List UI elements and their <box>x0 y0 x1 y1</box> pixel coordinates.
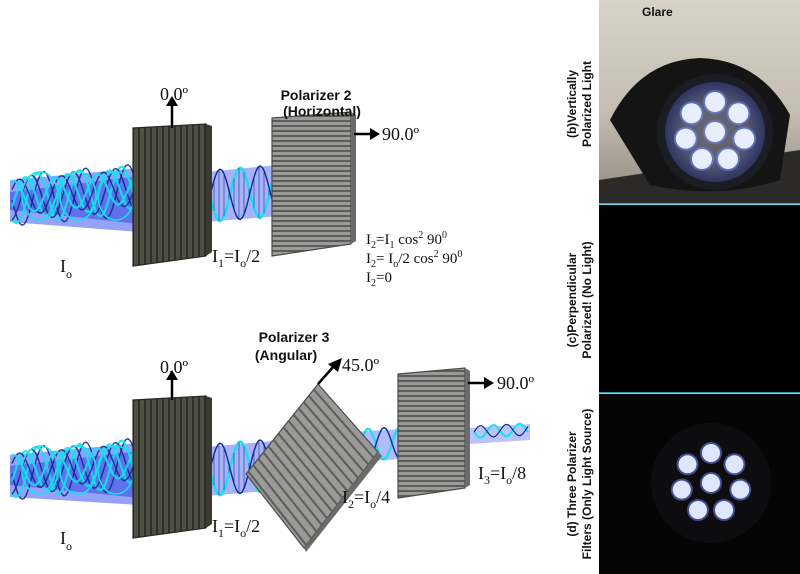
bottom-angle-0: 0.0º <box>160 357 189 377</box>
top-i0-label: Io <box>60 256 72 281</box>
photo-three-polarizers <box>599 394 800 574</box>
photo-vertically-polarized: Glare <box>599 0 800 204</box>
top-polarizer-2 <box>271 111 356 257</box>
top-unpolarized-waves <box>10 164 140 226</box>
top-arrow-horizontal <box>354 128 380 140</box>
bottom-arrow-horizontal <box>468 377 494 389</box>
flashlight-leds-bright <box>673 90 757 172</box>
bottom-angle-90: 90.0º <box>497 373 535 393</box>
top-angle-0: 0.0º <box>160 84 189 104</box>
bottom-angle-45: 45.0º <box>342 355 380 375</box>
photo-labels: (b)VerticallyPolarized Light (c)Perpendi… <box>565 61 594 559</box>
bottom-polarizer-2 <box>397 367 470 499</box>
photo-panel: Glare <box>599 0 800 574</box>
top-eq-line-2: I2= Io/2 cos2 900 <box>366 249 462 270</box>
label-b: (b)VerticallyPolarized Light <box>565 61 594 147</box>
top-eq-line-3: I2=0 <box>366 270 392 289</box>
bottom-i1-equation: I1=Io/2 <box>212 516 260 540</box>
bottom-unpolarized-waves <box>10 438 140 500</box>
label-d: (d) Three PolarizerFilters (Only Light S… <box>565 409 594 560</box>
label-c: (c)PerpendicularPolarized! (No Light) <box>565 241 594 358</box>
photo-perpendicular-dark <box>599 205 800 393</box>
bottom-horizontal-wave <box>473 422 529 439</box>
top-i1-equation: I1=Io/2 <box>212 246 260 270</box>
bottom-i0-label: Io <box>60 528 72 553</box>
bottom-polarizer-1 <box>132 395 212 539</box>
top-angle-90: 90.0º <box>382 124 420 144</box>
top-eq-line-1: I2=I1 cos2 900 <box>366 230 447 251</box>
polarizer-3-title: Polarizer 3 <box>259 329 330 345</box>
polarizer-3-subtitle: (Angular) <box>255 347 317 363</box>
top-polarizer-1 <box>132 123 212 267</box>
bottom-arrow-diagonal <box>317 358 342 385</box>
polarizer-2-subtitle: (Horizontal) <box>283 103 361 119</box>
glare-label: Glare <box>642 5 673 19</box>
top-setup: 0.0º Polarizer 2 (Horizontal) 90.0º Io I… <box>10 84 462 289</box>
bottom-i2-equation: I2=Io/4 <box>342 487 390 511</box>
bottom-i3-equation: I3=Io/8 <box>478 463 526 487</box>
flashlight-leds-dim <box>670 442 752 522</box>
top-arrow-vertical <box>166 96 178 128</box>
polarizer-2-title: Polarizer 2 <box>281 87 352 103</box>
polarizer-3-angular <box>245 383 382 552</box>
bottom-setup: 0.0º Polarizer 3 (Angular) 45.0º 90.0º I… <box>10 329 535 553</box>
bottom-arrow-vertical <box>166 370 178 400</box>
